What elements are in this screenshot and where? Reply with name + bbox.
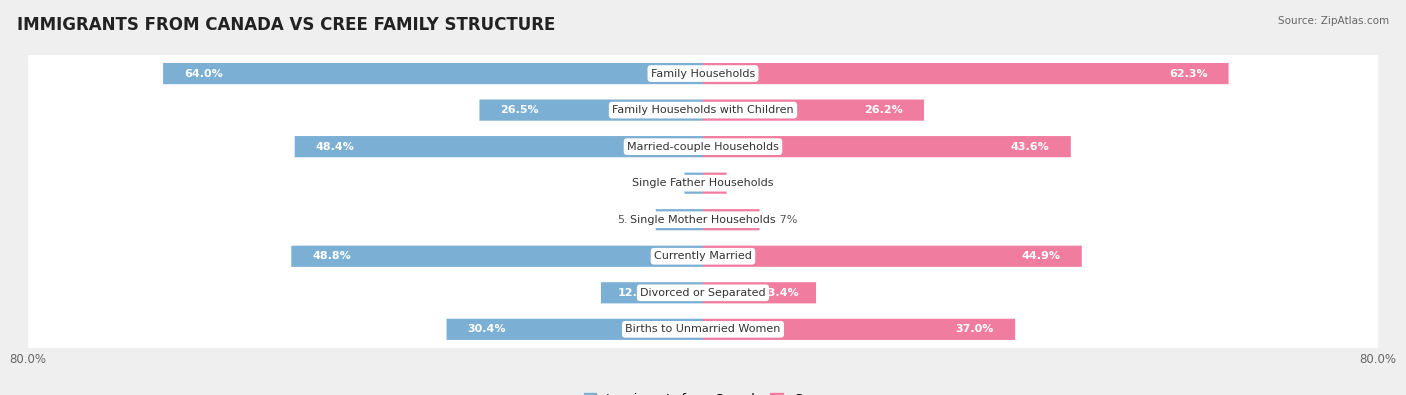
Text: Source: ZipAtlas.com: Source: ZipAtlas.com: [1278, 16, 1389, 26]
FancyBboxPatch shape: [600, 282, 703, 303]
Text: Family Households: Family Households: [651, 69, 755, 79]
Text: IMMIGRANTS FROM CANADA VS CREE FAMILY STRUCTURE: IMMIGRANTS FROM CANADA VS CREE FAMILY ST…: [17, 16, 555, 34]
Text: 64.0%: 64.0%: [184, 69, 224, 79]
Text: 48.8%: 48.8%: [312, 251, 352, 261]
FancyBboxPatch shape: [28, 268, 1378, 317]
Text: 48.4%: 48.4%: [316, 142, 354, 152]
Text: Single Father Households: Single Father Households: [633, 178, 773, 188]
Text: 6.7%: 6.7%: [769, 215, 799, 225]
FancyBboxPatch shape: [28, 305, 1378, 354]
Text: Single Mother Households: Single Mother Households: [630, 215, 776, 225]
Text: 26.5%: 26.5%: [501, 105, 538, 115]
Text: Family Households with Children: Family Households with Children: [612, 105, 794, 115]
FancyBboxPatch shape: [28, 121, 1378, 173]
FancyBboxPatch shape: [703, 282, 815, 303]
FancyBboxPatch shape: [28, 157, 1378, 209]
FancyBboxPatch shape: [28, 230, 1378, 282]
Text: 37.0%: 37.0%: [956, 324, 994, 334]
FancyBboxPatch shape: [28, 84, 1378, 136]
FancyBboxPatch shape: [685, 173, 703, 194]
FancyBboxPatch shape: [703, 173, 727, 194]
Text: Currently Married: Currently Married: [654, 251, 752, 261]
Text: Married-couple Households: Married-couple Households: [627, 142, 779, 152]
FancyBboxPatch shape: [28, 232, 1378, 281]
FancyBboxPatch shape: [703, 319, 1015, 340]
FancyBboxPatch shape: [703, 209, 759, 230]
FancyBboxPatch shape: [291, 246, 703, 267]
FancyBboxPatch shape: [479, 100, 703, 121]
FancyBboxPatch shape: [703, 63, 1229, 84]
Text: 43.6%: 43.6%: [1011, 142, 1050, 152]
FancyBboxPatch shape: [28, 122, 1378, 171]
Legend: Immigrants from Canada, Cree: Immigrants from Canada, Cree: [583, 393, 823, 395]
Text: Births to Unmarried Women: Births to Unmarried Women: [626, 324, 780, 334]
Text: 26.2%: 26.2%: [865, 105, 903, 115]
FancyBboxPatch shape: [28, 195, 1378, 244]
FancyBboxPatch shape: [28, 86, 1378, 135]
FancyBboxPatch shape: [28, 303, 1378, 355]
FancyBboxPatch shape: [447, 319, 703, 340]
Text: 44.9%: 44.9%: [1022, 251, 1060, 261]
FancyBboxPatch shape: [703, 100, 924, 121]
FancyBboxPatch shape: [28, 49, 1378, 98]
FancyBboxPatch shape: [655, 209, 703, 230]
Text: 2.2%: 2.2%: [645, 178, 675, 188]
Text: 2.8%: 2.8%: [737, 178, 765, 188]
FancyBboxPatch shape: [28, 48, 1378, 100]
FancyBboxPatch shape: [28, 267, 1378, 319]
FancyBboxPatch shape: [703, 136, 1071, 157]
Text: 5.6%: 5.6%: [617, 215, 645, 225]
FancyBboxPatch shape: [163, 63, 703, 84]
Text: 30.4%: 30.4%: [468, 324, 506, 334]
Text: 12.1%: 12.1%: [617, 288, 657, 298]
FancyBboxPatch shape: [28, 159, 1378, 208]
FancyBboxPatch shape: [28, 194, 1378, 246]
Text: Divorced or Separated: Divorced or Separated: [640, 288, 766, 298]
Text: 62.3%: 62.3%: [1168, 69, 1208, 79]
Text: 13.4%: 13.4%: [761, 288, 799, 298]
FancyBboxPatch shape: [703, 246, 1081, 267]
FancyBboxPatch shape: [295, 136, 703, 157]
